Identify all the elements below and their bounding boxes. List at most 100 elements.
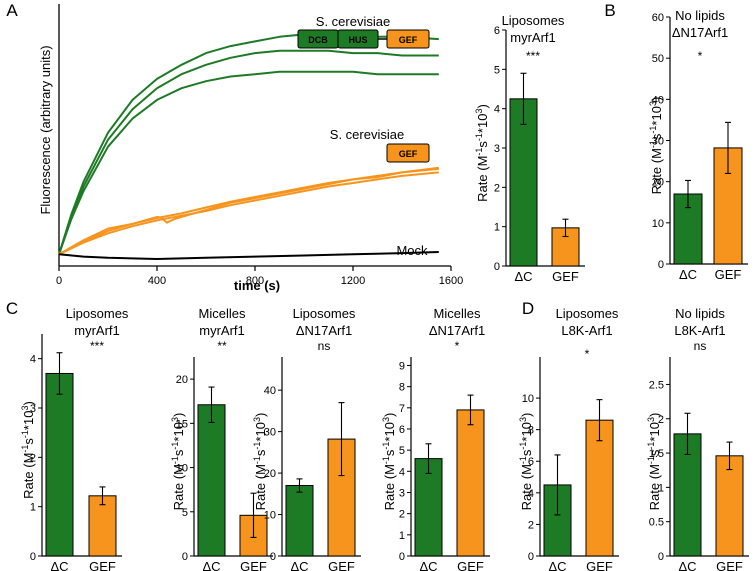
y-axis-title: Rate (M-1s-1*103) <box>648 97 664 195</box>
significance-label: * <box>585 347 590 361</box>
dcb-domain-label: DCB <box>308 35 328 45</box>
y-tick-label: 7 <box>399 403 405 415</box>
y-tick-label: 10 <box>652 218 664 230</box>
trace-line-4 <box>58 166 439 256</box>
y-tick-label: 0.5 <box>649 517 664 529</box>
chart-title-line-1: Liposomes <box>293 306 356 321</box>
chart-title-line-2: myrArf1 <box>74 323 120 338</box>
bar-gef <box>456 409 485 557</box>
category-label: GEF <box>457 559 484 571</box>
category-label: ΔC <box>202 559 220 571</box>
bar-chart-1: 0 1 2 3 4 5 6 ΔC GEF Liposomes myrArf1 *** Rate (M-1… <box>474 13 585 284</box>
x-tick-label: 0 <box>56 275 62 287</box>
y-tick-label: 1 <box>494 222 500 234</box>
trace-line-3 <box>58 70 439 255</box>
y-tick-label: 40 <box>652 94 664 106</box>
trace-line-2 <box>58 49 439 255</box>
panel-letters: A B C D <box>6 1 616 318</box>
y-tick-label: 9 <box>399 360 405 372</box>
x-axis-title: time (s) <box>234 278 280 293</box>
y-tick-label: 50 <box>652 53 664 65</box>
significance-label: ** <box>217 339 227 353</box>
category-label: GEF <box>715 267 742 282</box>
y-axis-title: Rate (M-1s-1*103) <box>518 413 534 511</box>
bar-chart-4: 0 5 10 15 20 ΔC GEF Micelles myrArf1** Rate (M-1s… <box>170 306 273 571</box>
y-tick-label: 60 <box>652 12 664 24</box>
y-tick-label: 8 <box>399 382 405 394</box>
y-axis-title: Rate (M-1s-1*103) <box>20 401 36 499</box>
bar-gef <box>88 495 117 557</box>
y-tick-label: 0 <box>528 551 534 563</box>
y-tick-label: 2 <box>528 519 534 531</box>
y-tick-label: 30 <box>652 136 664 148</box>
y-axis-title: Rate (M-1s-1*103) <box>252 413 268 511</box>
hus-domain-label: HUS <box>348 35 367 45</box>
y-tick-label: 6 <box>399 424 405 436</box>
chart-title-line-2: ΔN17Arf1 <box>672 25 728 40</box>
chart-title-line-2: ΔN17Arf1 <box>429 323 485 338</box>
y-tick-label: 4 <box>494 104 500 116</box>
y-tick-label: 20 <box>176 374 188 386</box>
y-tick-label: 5 <box>399 445 405 457</box>
chart-title-line-1: No lipids <box>675 306 725 321</box>
y-axis-title: Rate (M-1s-1*103) <box>381 413 397 511</box>
y-tick-label: 1 <box>658 482 664 494</box>
category-label: GEF <box>716 559 743 571</box>
y-tick-label: 0 <box>30 551 36 563</box>
trace-line-7 <box>58 251 439 260</box>
category-label: GEF <box>328 559 355 571</box>
y-tick-label: 10 <box>264 510 276 522</box>
y-tick-label: 6 <box>528 456 534 468</box>
significance-label: * <box>698 49 703 63</box>
y-tick-label: 20 <box>264 468 276 480</box>
y-tick-label: 3 <box>399 487 405 499</box>
y-tick-label: 4 <box>30 354 36 366</box>
gef-only-domain <box>386 143 430 163</box>
chart-title-line-1: Liposomes <box>502 13 565 28</box>
significance-label: *** <box>526 49 540 63</box>
bar-gef <box>585 419 614 557</box>
chart-title-line-1: Micelles <box>199 306 246 321</box>
chart-title-line-2: L8K-Arf1 <box>561 323 612 338</box>
label-mock: Mock <box>396 243 428 258</box>
bar-dc <box>45 372 74 557</box>
y-tick-label: 15 <box>176 418 188 430</box>
category-label: GEF <box>552 269 579 284</box>
y-tick-label: 5 <box>494 64 500 76</box>
y-tick-label: 40 <box>264 385 276 397</box>
category-label: GEF <box>89 559 116 571</box>
x-tick-label: 800 <box>246 275 264 287</box>
trace-line-1 <box>58 33 439 255</box>
label-top-construct: S. cerevisiae <box>316 14 390 29</box>
y-tick-label: 0 <box>399 551 405 563</box>
label-middle-construct: S. cerevisiae <box>330 127 404 142</box>
y-tick-label: 5 <box>182 507 188 519</box>
y-axis-title: Rate (M-1s-1*103) <box>170 413 186 511</box>
kinetics-chart: 0 400 800 1200 1600 time (s) Fluorescence (arb… <box>38 4 463 293</box>
y-tick-label: 20 <box>652 177 664 189</box>
bar-dc <box>197 404 226 557</box>
y-tick-label: 2 <box>399 509 405 521</box>
chart-title-line-2: myrArf1 <box>510 30 556 45</box>
category-label: ΔC <box>419 559 437 571</box>
x-tick-label: 400 <box>148 275 166 287</box>
category-label: ΔC <box>50 559 68 571</box>
y-tick-label: 1 <box>399 530 405 542</box>
gef-only-domain-label: GEF <box>399 149 418 159</box>
chart-title-line-1: No lipids <box>675 8 725 23</box>
y-tick-label: 8 <box>528 425 534 437</box>
y-axis-title: Rate (M-1s-1*103) <box>646 413 662 511</box>
y-axis-title: Rate (M-1s-1*103) <box>474 104 490 202</box>
y-tick-label: 0 <box>182 551 188 563</box>
y-tick-label: 0 <box>494 261 500 273</box>
y-tick-label: 30 <box>264 427 276 439</box>
significance-label: *** <box>90 339 104 353</box>
y-tick-label: 3 <box>494 143 500 155</box>
y-tick-label: 4 <box>528 488 534 500</box>
bar-chart-3: 0 1 2 3 4 ΔC GEF Liposomes myrArf1*** Rate (M-1s-… <box>20 306 129 571</box>
bar-chart-2: 0 10 20 30 40 50 60 ΔC GEF No lipids ΔN17Arf1 * Rate… <box>648 8 748 282</box>
